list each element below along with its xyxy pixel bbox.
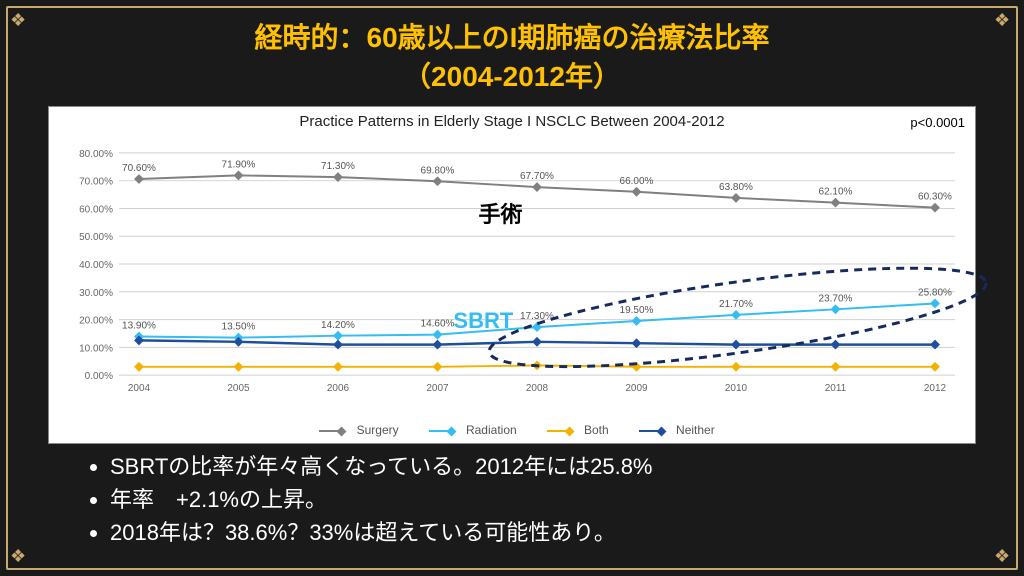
surgery-annotation: 手術 bbox=[478, 197, 522, 229]
svg-text:70.60%: 70.60% bbox=[122, 163, 156, 174]
svg-text:14.20%: 14.20% bbox=[321, 320, 355, 331]
svg-text:2009: 2009 bbox=[625, 383, 648, 394]
plot-area: 0.00%10.00%20.00%30.00%40.00%50.00%60.00… bbox=[119, 141, 955, 393]
svg-text:66.00%: 66.00% bbox=[620, 176, 654, 187]
svg-text:63.80%: 63.80% bbox=[719, 182, 753, 193]
svg-text:2010: 2010 bbox=[725, 383, 748, 394]
corner-ornament: ❖ bbox=[994, 10, 1014, 30]
legend-item: Radiation bbox=[419, 423, 517, 437]
sbrt-annotation: SBRT bbox=[453, 308, 513, 334]
svg-text:2005: 2005 bbox=[227, 383, 250, 394]
svg-text:69.80%: 69.80% bbox=[421, 166, 455, 177]
svg-text:13.90%: 13.90% bbox=[122, 321, 156, 332]
svg-text:14.60%: 14.60% bbox=[421, 319, 455, 330]
svg-text:80.00%: 80.00% bbox=[79, 149, 113, 160]
svg-text:23.70%: 23.70% bbox=[819, 294, 853, 305]
svg-text:71.30%: 71.30% bbox=[321, 162, 355, 173]
svg-text:21.70%: 21.70% bbox=[719, 299, 753, 310]
svg-text:71.90%: 71.90% bbox=[222, 160, 256, 171]
legend-item: Surgery bbox=[309, 423, 398, 437]
svg-text:13.50%: 13.50% bbox=[222, 322, 256, 333]
svg-text:0.00%: 0.00% bbox=[85, 372, 113, 383]
svg-text:60.30%: 60.30% bbox=[918, 192, 952, 203]
svg-text:2012: 2012 bbox=[924, 383, 947, 394]
svg-text:2007: 2007 bbox=[426, 383, 449, 394]
svg-text:2006: 2006 bbox=[327, 383, 350, 394]
legend-item: Both bbox=[537, 423, 609, 437]
legend-item: Neither bbox=[629, 423, 715, 437]
chart-legend: Surgery Radiation Both Neither bbox=[49, 423, 975, 437]
svg-text:67.70%: 67.70% bbox=[520, 172, 554, 183]
svg-text:40.00%: 40.00% bbox=[79, 260, 113, 271]
chart-container: Practice Patterns in Elderly Stage I NSC… bbox=[48, 106, 976, 444]
svg-text:50.00%: 50.00% bbox=[79, 233, 113, 244]
corner-ornament: ❖ bbox=[10, 546, 30, 566]
svg-text:70.00%: 70.00% bbox=[79, 177, 113, 188]
svg-text:60.00%: 60.00% bbox=[79, 205, 113, 216]
corner-ornament: ❖ bbox=[994, 546, 1014, 566]
p-value: p<0.0001 bbox=[910, 115, 965, 130]
svg-text:2011: 2011 bbox=[825, 383, 847, 394]
svg-text:2008: 2008 bbox=[526, 383, 549, 394]
corner-ornament: ❖ bbox=[10, 10, 30, 30]
svg-text:62.10%: 62.10% bbox=[819, 187, 853, 198]
chart-svg: 0.00%10.00%20.00%30.00%40.00%50.00%60.00… bbox=[119, 141, 955, 393]
svg-text:2004: 2004 bbox=[128, 383, 151, 394]
svg-text:17.30%: 17.30% bbox=[520, 312, 554, 323]
chart-title: Practice Patterns in Elderly Stage I NSC… bbox=[49, 107, 975, 130]
svg-text:25.80%: 25.80% bbox=[918, 288, 952, 299]
svg-text:19.50%: 19.50% bbox=[620, 305, 654, 316]
svg-text:20.00%: 20.00% bbox=[79, 316, 113, 327]
svg-text:10.00%: 10.00% bbox=[79, 344, 113, 355]
svg-text:30.00%: 30.00% bbox=[79, 288, 113, 299]
